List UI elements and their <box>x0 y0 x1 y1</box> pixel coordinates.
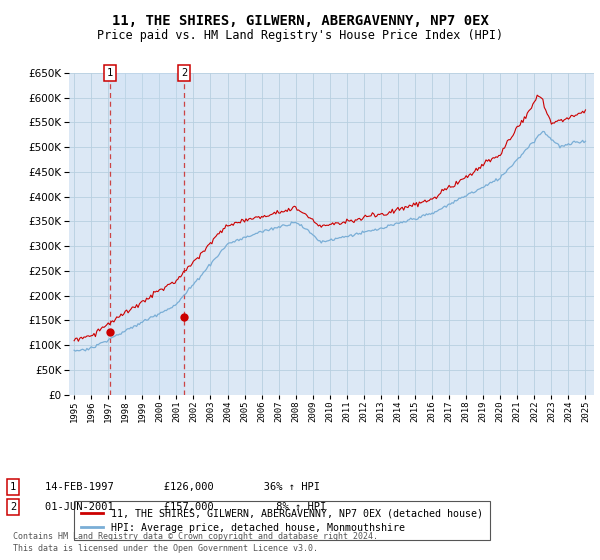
Text: 01-JUN-2001        £157,000          8% ↑ HPI: 01-JUN-2001 £157,000 8% ↑ HPI <box>45 502 326 512</box>
Text: 2: 2 <box>10 502 16 512</box>
Text: 14-FEB-1997        £126,000        36% ↑ HPI: 14-FEB-1997 £126,000 36% ↑ HPI <box>45 482 320 492</box>
Text: 1: 1 <box>107 68 113 78</box>
Text: 1: 1 <box>10 482 16 492</box>
Legend: 11, THE SHIRES, GILWERN, ABERGAVENNY, NP7 0EX (detached house), HPI: Average pri: 11, THE SHIRES, GILWERN, ABERGAVENNY, NP… <box>74 501 490 540</box>
Text: 11, THE SHIRES, GILWERN, ABERGAVENNY, NP7 0EX: 11, THE SHIRES, GILWERN, ABERGAVENNY, NP… <box>112 14 488 28</box>
Text: 2: 2 <box>181 68 187 78</box>
Bar <box>110 73 184 395</box>
Text: Price paid vs. HM Land Registry's House Price Index (HPI): Price paid vs. HM Land Registry's House … <box>97 29 503 42</box>
Text: Contains HM Land Registry data © Crown copyright and database right 2024.
This d: Contains HM Land Registry data © Crown c… <box>13 532 378 553</box>
